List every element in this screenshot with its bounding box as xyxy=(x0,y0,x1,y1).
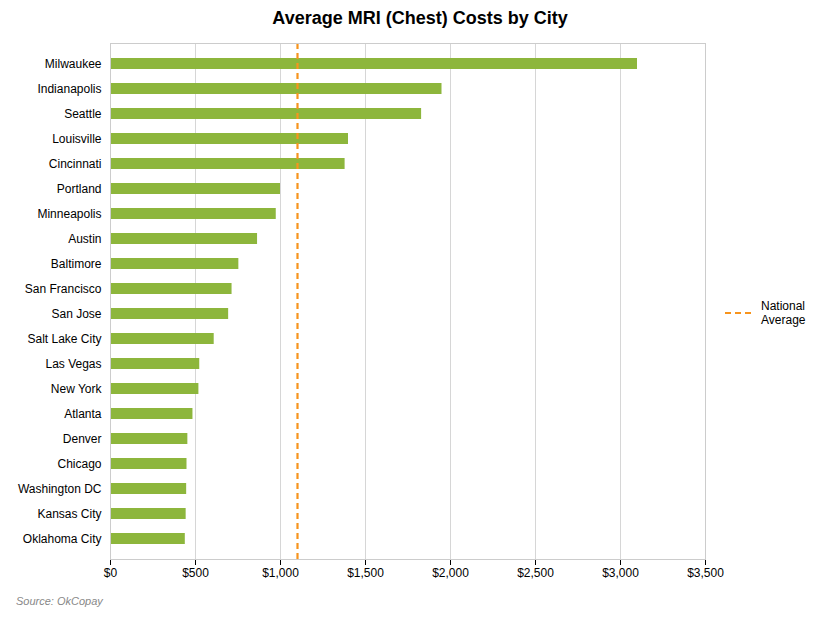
svg-text:$1,000: $1,000 xyxy=(262,566,299,580)
html-text:Source: OkCopay: Source: OkCopay xyxy=(16,595,103,607)
svg-text:$500: $500 xyxy=(182,566,209,580)
svg-text:$1,500: $1,500 xyxy=(347,566,384,580)
svg-text:Salt Lake City: Salt Lake City xyxy=(27,332,101,346)
svg-text:Indianapolis: Indianapolis xyxy=(37,82,101,96)
svg-text:Cincinnati: Cincinnati xyxy=(49,157,102,171)
svg-text:Austin: Austin xyxy=(68,232,101,246)
svg-text:Las Vegas: Las Vegas xyxy=(45,357,101,371)
svg-text:Milwaukee: Milwaukee xyxy=(45,57,102,71)
svg-text:New York: New York xyxy=(51,382,103,396)
html-text:Average: Average xyxy=(761,313,806,327)
svg-text:Atlanta: Atlanta xyxy=(64,407,102,421)
svg-text:$2,000: $2,000 xyxy=(432,566,469,580)
html-text:Average MRI (Chest) Costs by C: Average MRI (Chest) Costs by City xyxy=(272,8,568,28)
svg-text:$3,000: $3,000 xyxy=(602,566,639,580)
svg-text:Seattle: Seattle xyxy=(64,107,102,121)
svg-text:$2,500: $2,500 xyxy=(517,566,554,580)
svg-text:$0: $0 xyxy=(104,566,118,580)
svg-text:Oklahoma City: Oklahoma City xyxy=(23,532,102,546)
svg-text:$3,500: $3,500 xyxy=(687,566,724,580)
svg-text:Minneapolis: Minneapolis xyxy=(37,207,101,221)
svg-text:Chicago: Chicago xyxy=(57,457,101,471)
svg-text:San Francisco: San Francisco xyxy=(25,282,102,296)
html-text:National: National xyxy=(761,299,805,313)
svg-text:Kansas City: Kansas City xyxy=(37,507,101,521)
svg-text:Baltimore: Baltimore xyxy=(51,257,102,271)
svg-text:Portland: Portland xyxy=(57,182,102,196)
svg-text:San Jose: San Jose xyxy=(51,307,101,321)
svg-text:Washington DC: Washington DC xyxy=(18,482,102,496)
svg-text:Louisville: Louisville xyxy=(52,132,102,146)
svg-text:Denver: Denver xyxy=(63,432,102,446)
